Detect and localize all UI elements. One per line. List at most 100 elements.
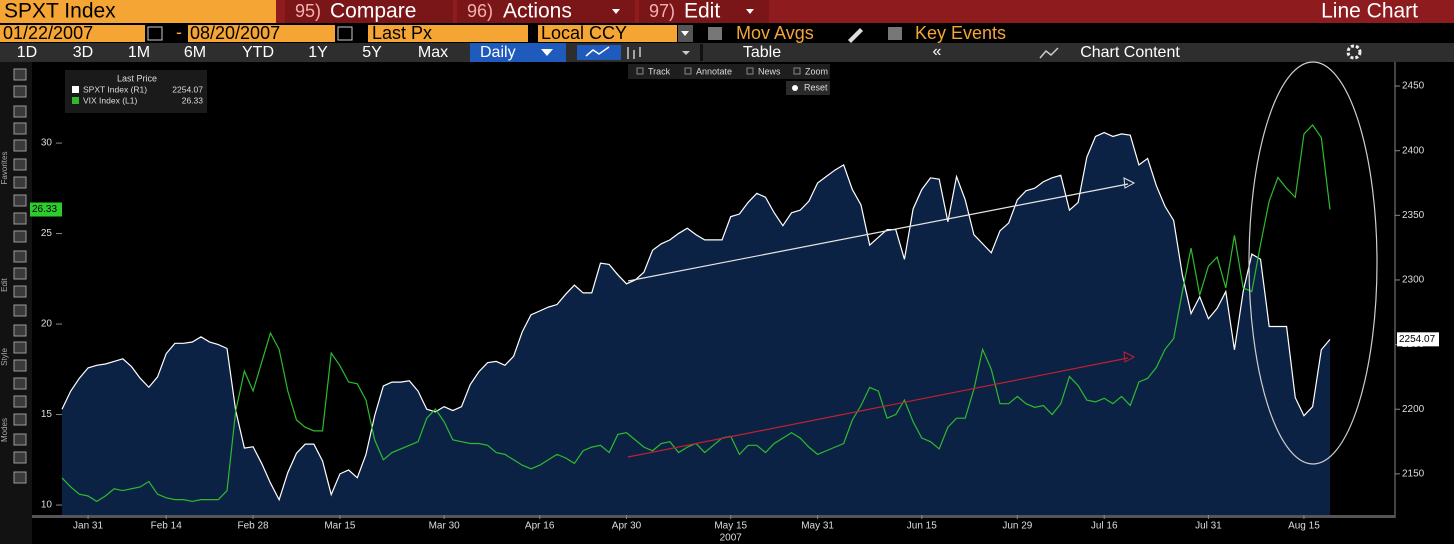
checkbox[interactable] — [708, 27, 722, 40]
frequency-select[interactable] — [470, 43, 566, 62]
legend-value: 2254.07 — [172, 84, 203, 94]
x-tick-label: Feb 14 — [151, 521, 183, 532]
settings-gear[interactable] — [1346, 44, 1362, 60]
highlight-ellipse — [1248, 61, 1378, 465]
tool-icon[interactable] — [13, 68, 27, 81]
reset-button[interactable] — [786, 81, 830, 95]
menu-button[interactable] — [639, 0, 769, 23]
period-button[interactable]: 3D — [73, 44, 93, 61]
tool-item[interactable]: Track — [648, 66, 671, 76]
start-date: 01/22/2007 — [3, 23, 93, 43]
field-select[interactable] — [368, 25, 528, 42]
tool-item[interactable]: Zoom — [805, 66, 828, 76]
tool-icon[interactable] — [13, 285, 27, 298]
chart-content-button[interactable]: Chart Content — [1080, 44, 1180, 61]
legend-label: VIX Index (L1) — [83, 95, 138, 105]
tool-icon[interactable] — [13, 194, 27, 207]
period-button[interactable]: 1M — [128, 44, 150, 61]
x-tick-label: Jul 31 — [1195, 521, 1222, 532]
chart-content-icon — [1039, 47, 1059, 59]
price-tag-label: 2254.07 — [1399, 334, 1436, 345]
tool-icon[interactable] — [13, 267, 27, 280]
key-events: Key Events — [915, 23, 1006, 43]
tool-icon[interactable] — [13, 359, 27, 372]
checkbox[interactable] — [888, 27, 902, 40]
tool-item[interactable]: Annotate — [696, 66, 732, 76]
frequency: Daily — [480, 44, 516, 61]
side-icons: Favorites Edit Style Modes — [0, 68, 27, 484]
calendar-icon[interactable] — [147, 26, 163, 41]
tool-icon[interactable] — [13, 85, 27, 98]
ticker-box[interactable] — [0, 0, 276, 23]
separator — [700, 44, 703, 61]
period-button[interactable]: 6M — [184, 44, 206, 61]
reset-icon — [792, 85, 798, 91]
arrow-head — [1123, 177, 1136, 189]
field: Last Px — [372, 23, 432, 43]
sidebar-label: Favorites — [0, 152, 9, 185]
dropdown-arrow[interactable] — [682, 51, 690, 55]
tool-icon[interactable] — [13, 324, 27, 337]
y2-tick-label: 2200 — [1402, 404, 1425, 415]
tool-icon[interactable] — [13, 230, 27, 243]
price-tag — [1397, 332, 1439, 347]
scroll-band — [32, 515, 1395, 518]
menu-number: 95) — [295, 1, 321, 21]
y2-tick-label: 2300 — [1402, 275, 1425, 286]
end-date: 08/20/2007 — [190, 23, 280, 43]
toolbar — [0, 43, 1454, 62]
y2-tick-label: 2450 — [1402, 81, 1425, 92]
currency-select[interactable] — [538, 25, 677, 42]
tool-icon[interactable] — [13, 139, 27, 152]
tool-icon[interactable] — [13, 341, 27, 354]
period-buttons: 1D 3D 1M 6M YTD 1Y 5Y Max — [17, 44, 448, 61]
tool-icon — [793, 67, 801, 75]
price-tag-label: 26.33 — [32, 204, 57, 215]
tool-icon[interactable] — [13, 176, 27, 189]
pencil-icon[interactable] — [848, 28, 863, 43]
menu-number: 96) — [467, 1, 493, 21]
tool-icon[interactable] — [13, 158, 27, 171]
x-tick-label: Mar 30 — [429, 521, 461, 532]
date-field[interactable] — [0, 25, 145, 42]
menu-button[interactable] — [285, 0, 453, 23]
sidebar-label: Style — [0, 348, 9, 366]
period-button[interactable]: YTD — [242, 44, 274, 61]
period-button[interactable]: Max — [418, 44, 448, 61]
plot: 10152025302150220022502300235024002450Ja… — [30, 62, 1439, 544]
tool-icon[interactable] — [13, 433, 27, 446]
menu-button[interactable] — [457, 0, 635, 23]
line-style-button[interactable] — [577, 45, 621, 60]
reset-label: Reset — [804, 82, 828, 92]
period-button[interactable]: 1Y — [308, 44, 328, 61]
legend-label: SPXT Index (R1) — [83, 84, 147, 94]
calendar-icon[interactable] — [337, 26, 353, 41]
y-tick-label: 30 — [41, 138, 53, 149]
tool-icon[interactable] — [13, 304, 27, 317]
tool-icon[interactable] — [13, 395, 27, 408]
tool-icon[interactable] — [13, 212, 27, 225]
ticker: SPXT Index — [4, 0, 116, 23]
date-field[interactable] — [188, 25, 335, 42]
tool-icon[interactable] — [13, 105, 27, 118]
dropdown-arrow — [681, 31, 689, 36]
tool-icon[interactable] — [13, 250, 27, 263]
y-tick-label: 25 — [41, 228, 53, 239]
tool-item[interactable]: News — [758, 66, 781, 76]
period-button[interactable]: 1D — [17, 44, 37, 61]
tool-icon[interactable] — [13, 471, 27, 484]
x-tick-label: Mar 15 — [324, 521, 356, 532]
legend-items: SPXT Index (R1) 2254.07 VIX Index (L1) 26.3… — [72, 84, 203, 105]
period-button[interactable]: 5Y — [362, 44, 382, 61]
tool-icon[interactable] — [13, 451, 27, 464]
trend-arrow — [627, 183, 1129, 282]
bar-icon[interactable] — [627, 47, 641, 59]
y-tick-label: 20 — [41, 319, 53, 330]
table-button[interactable]: Table — [743, 44, 781, 61]
series-area — [62, 132, 1330, 515]
collapse-button[interactable]: « — [933, 43, 942, 60]
tool-icon[interactable] — [13, 413, 27, 426]
tool-icon[interactable] — [13, 122, 27, 135]
tool-icon[interactable] — [13, 377, 27, 390]
